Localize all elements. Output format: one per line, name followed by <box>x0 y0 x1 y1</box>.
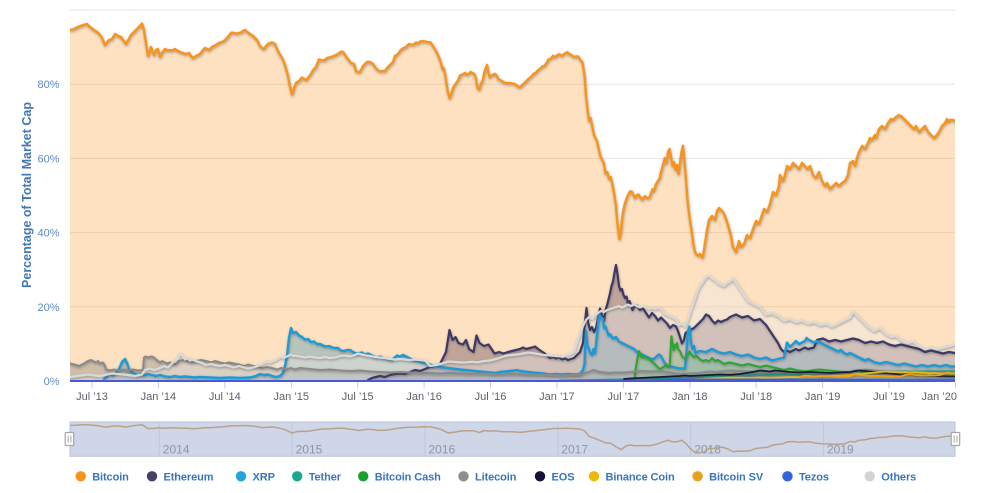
svg-text:Jan ’17: Jan ’17 <box>539 391 574 403</box>
svg-text:Jul ’15: Jul ’15 <box>342 391 374 403</box>
svg-text:Others: Others <box>881 471 916 483</box>
svg-text:2016: 2016 <box>429 443 456 457</box>
svg-text:Jul ’14: Jul ’14 <box>209 391 241 403</box>
svg-text:Litecoin: Litecoin <box>475 471 517 483</box>
svg-text:0%: 0% <box>44 376 60 388</box>
svg-text:Bitcoin Cash: Bitcoin Cash <box>375 471 441 483</box>
svg-text:Jan ’20: Jan ’20 <box>922 391 957 403</box>
svg-text:Jul ’13: Jul ’13 <box>76 391 108 403</box>
svg-text:Bitcoin: Bitcoin <box>92 471 129 483</box>
svg-text:Jul ’18: Jul ’18 <box>740 391 772 403</box>
svg-text:2017: 2017 <box>561 443 588 457</box>
svg-text:Percentage of Total Market Cap: Percentage of Total Market Cap <box>20 102 34 288</box>
svg-text:80%: 80% <box>37 79 59 91</box>
svg-text:Jul ’19: Jul ’19 <box>873 391 905 403</box>
svg-text:Tether: Tether <box>309 471 342 483</box>
svg-text:2019: 2019 <box>827 443 854 457</box>
svg-text:Jan ’18: Jan ’18 <box>672 391 707 403</box>
svg-text:Jan ’14: Jan ’14 <box>141 391 176 403</box>
svg-text:Jul ’17: Jul ’17 <box>608 391 640 403</box>
svg-text:Jan ’16: Jan ’16 <box>406 391 441 403</box>
svg-text:Jan ’15: Jan ’15 <box>274 391 309 403</box>
svg-text:Jul ’16: Jul ’16 <box>475 391 507 403</box>
svg-text:Jan ’19: Jan ’19 <box>805 391 840 403</box>
svg-text:Ethereum: Ethereum <box>164 471 214 483</box>
svg-text:40%: 40% <box>37 228 59 240</box>
svg-text:2015: 2015 <box>296 443 323 457</box>
svg-text:Bitcoin SV: Bitcoin SV <box>709 471 764 483</box>
svg-text:20%: 20% <box>37 302 59 314</box>
svg-text:2014: 2014 <box>163 443 190 457</box>
svg-text:Binance Coin: Binance Coin <box>606 471 675 483</box>
svg-text:XRP: XRP <box>253 471 275 483</box>
svg-text:Tezos: Tezos <box>799 471 829 483</box>
svg-text:EOS: EOS <box>552 471 575 483</box>
svg-text:60%: 60% <box>37 153 59 165</box>
